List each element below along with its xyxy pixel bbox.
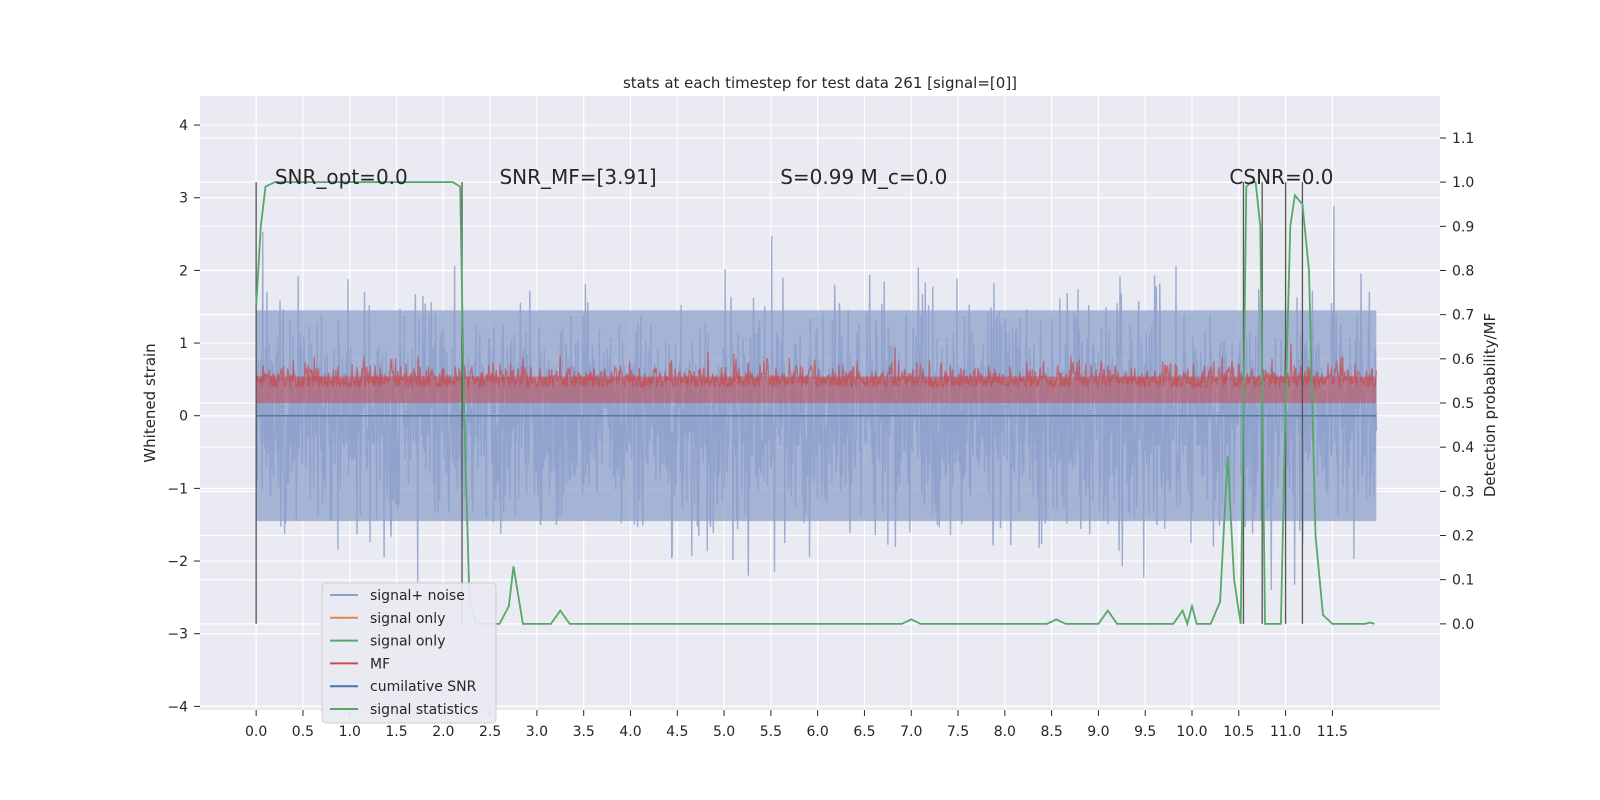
- x-tick-label: 4.0: [619, 724, 641, 740]
- x-tick-label: 1.5: [385, 724, 407, 740]
- x-tick-label: 10.0: [1176, 724, 1207, 740]
- x-tick-label: 2.0: [432, 724, 454, 740]
- y2-tick-label: 1.1: [1452, 131, 1474, 147]
- annotation-s-mc: S=0.99 M_c=0.0: [780, 165, 947, 189]
- x-tick-label: 7.5: [947, 724, 969, 740]
- y-tick-label: 0: [179, 409, 188, 425]
- y2-tick-label: 0.0: [1452, 617, 1474, 633]
- legend-label: signal only: [370, 634, 445, 650]
- annotations: SNR_opt=0.0 SNR_MF=[3.91] S=0.99 M_c=0.0 CS…: [275, 165, 1334, 189]
- x-tick-label: 8.5: [1040, 724, 1062, 740]
- y-tick-label: 3: [179, 191, 188, 207]
- x-tick-label: 9.5: [1134, 724, 1156, 740]
- x-tick-label: 11.0: [1270, 724, 1301, 740]
- y-tick-label: −2: [167, 554, 188, 570]
- x-tick-label: 0.0: [245, 724, 267, 740]
- y-tick-label: 4: [179, 118, 188, 134]
- x-tick-label: 8.0: [994, 724, 1016, 740]
- mf-series: [255, 343, 1377, 403]
- x-tick-label: 6.0: [807, 724, 829, 740]
- y2-ticks: 0.0 0.1 0.2 0.3 0.4 0.5 0.6 0.7 0.8 0.9 1.0 1.1: [1440, 131, 1474, 633]
- x-tick-label: 4.5: [666, 724, 688, 740]
- legend-label: signal statistics: [370, 702, 478, 718]
- y2-tick-label: 0.6: [1452, 352, 1474, 368]
- annotation-snr-mf: SNR_MF=[3.91]: [499, 165, 656, 189]
- y2-axis-label: Detection probability/MF: [1481, 313, 1499, 497]
- x-tick-label: 5.0: [713, 724, 735, 740]
- y-ticks: −4 −3 −2 −1 0 1 2 3 4: [167, 118, 200, 715]
- x-tick-label: 7.0: [900, 724, 922, 740]
- y2-tick-label: 0.1: [1452, 573, 1474, 589]
- y2-tick-label: 0.4: [1452, 440, 1474, 456]
- chart-title: stats at each timestep for test data 261…: [623, 74, 1017, 92]
- y-tick-label: 2: [179, 263, 188, 279]
- y-tick-label: −4: [167, 699, 188, 715]
- x-tick-label: 11.5: [1317, 724, 1348, 740]
- x-tick-label: 9.0: [1087, 724, 1109, 740]
- annotation-csnr: CSNR=0.0: [1229, 165, 1333, 189]
- x-tick-label: 6.5: [853, 724, 875, 740]
- y2-tick-label: 0.3: [1452, 484, 1474, 500]
- legend: signal+ noise signal only signal only MF cum…: [321, 582, 497, 724]
- legend-label: MF: [370, 656, 390, 672]
- x-tick-label: 2.5: [479, 724, 501, 740]
- y-axis-label: Whitened strain: [141, 343, 159, 462]
- y-tick-label: 1: [179, 336, 188, 352]
- x-tick-label: 1.0: [339, 724, 361, 740]
- y2-tick-label: 0.8: [1452, 263, 1474, 279]
- mf-line: [255, 343, 1377, 390]
- legend-label: signal+ noise: [370, 588, 465, 604]
- y2-tick-label: 0.9: [1452, 219, 1474, 235]
- x-tick-label: 3.0: [526, 724, 548, 740]
- x-tick-label: 3.5: [573, 724, 595, 740]
- legend-box: [321, 582, 497, 724]
- x-ticks: 0.0 0.5 1.0 1.5 2.0 2.5 3.0 3.5 4.0 4.5 5.0 5.5 6.0 6…: [245, 710, 1348, 740]
- legend-label: signal only: [370, 611, 445, 627]
- y2-tick-label: 1.0: [1452, 175, 1474, 191]
- y-tick-label: −1: [167, 481, 188, 497]
- x-tick-label: 10.5: [1223, 724, 1254, 740]
- y-tick-label: −3: [167, 627, 188, 643]
- x-tick-label: 5.5: [760, 724, 782, 740]
- y2-tick-label: 0.5: [1452, 396, 1474, 412]
- legend-label: cumilative SNR: [370, 679, 477, 695]
- x-tick-label: 0.5: [292, 724, 314, 740]
- y2-tick-label: 0.2: [1452, 529, 1474, 545]
- y2-tick-label: 0.7: [1452, 308, 1474, 324]
- annotation-snr-opt: SNR_opt=0.0: [275, 165, 408, 189]
